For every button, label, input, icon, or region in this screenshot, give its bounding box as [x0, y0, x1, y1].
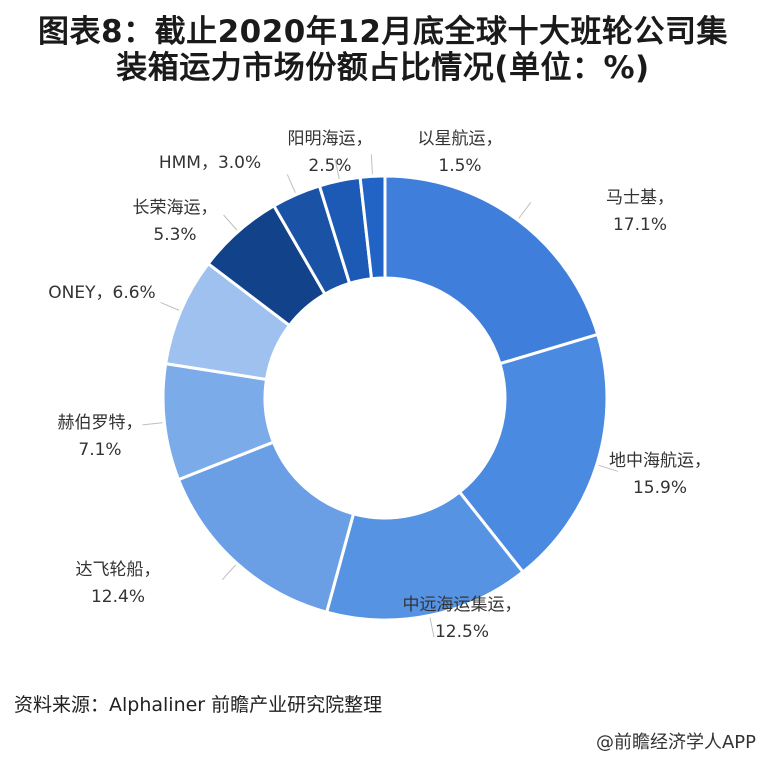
- slice-label-value: 12.4%: [91, 587, 145, 607]
- slice-label-value: 15.9%: [633, 478, 687, 498]
- slice-马士基: [383, 174, 600, 366]
- slice-label-value: 5.3%: [153, 225, 196, 245]
- slice-地中海航运: [457, 332, 609, 575]
- leader-line-ONEY: [160, 301, 180, 311]
- slice-label-value: 12.5%: [435, 622, 489, 642]
- slice-label: HMM，3.0%: [159, 153, 261, 173]
- slice-label-name: 达飞轮船，: [76, 560, 161, 580]
- slice-labels: 马士基， 17.1% 地中海航运， 15.9% 中远海运集运， 12.5% 达飞轮船， 12.…: [48, 129, 711, 642]
- slice-label-value: 2.5%: [308, 156, 351, 176]
- credit-note: @前瞻经济学人APP: [595, 732, 756, 753]
- chart-title: 图表8：截止2020年12月底全球十大班轮公司集 装箱运力市场份额占比情况(单位…: [0, 14, 766, 86]
- source-note: 资料来源：Alphaliner 前瞻产业研究院整理: [14, 694, 383, 716]
- leader-line-以星航运: [370, 154, 373, 175]
- slice-label-name: 阳明海运，: [288, 129, 373, 149]
- leader-line-中远海运集运: [429, 617, 435, 638]
- slice-label-name: 赫伯罗特，: [58, 413, 143, 433]
- slice-label-value: 17.1%: [613, 215, 667, 235]
- leader-line-马士基: [518, 202, 532, 219]
- leader-line-地中海航运: [598, 464, 618, 472]
- label-leader-lines: [142, 154, 618, 638]
- slice-label-name: 地中海航运，: [609, 451, 711, 471]
- slice-以星航运: [358, 174, 387, 281]
- chart-title-line-2: 装箱运力市场份额占比情况(单位：%): [116, 50, 650, 86]
- leader-line-阳明海运: [334, 159, 340, 179]
- slice-label-name: 长荣海运，: [133, 198, 218, 218]
- slice-label-name: 以星航运，: [418, 129, 503, 149]
- leader-line-HMM: [286, 174, 296, 193]
- leader-line-赫伯罗特: [142, 422, 163, 426]
- donut-slices: [161, 174, 609, 622]
- slice-label-name: 马士基，: [606, 188, 674, 208]
- leader-line-长荣海运: [223, 214, 238, 231]
- slice-label-value: 7.1%: [78, 440, 121, 460]
- slice-label: ONEY，6.6%: [48, 283, 155, 303]
- leader-line-达飞轮船: [221, 564, 236, 581]
- slice-label-value: 1.5%: [438, 156, 481, 176]
- slice-label-name: 中远海运集运，: [403, 595, 522, 615]
- chart-title-line-1: 图表8：截止2020年12月底全球十大班轮公司集: [38, 14, 728, 50]
